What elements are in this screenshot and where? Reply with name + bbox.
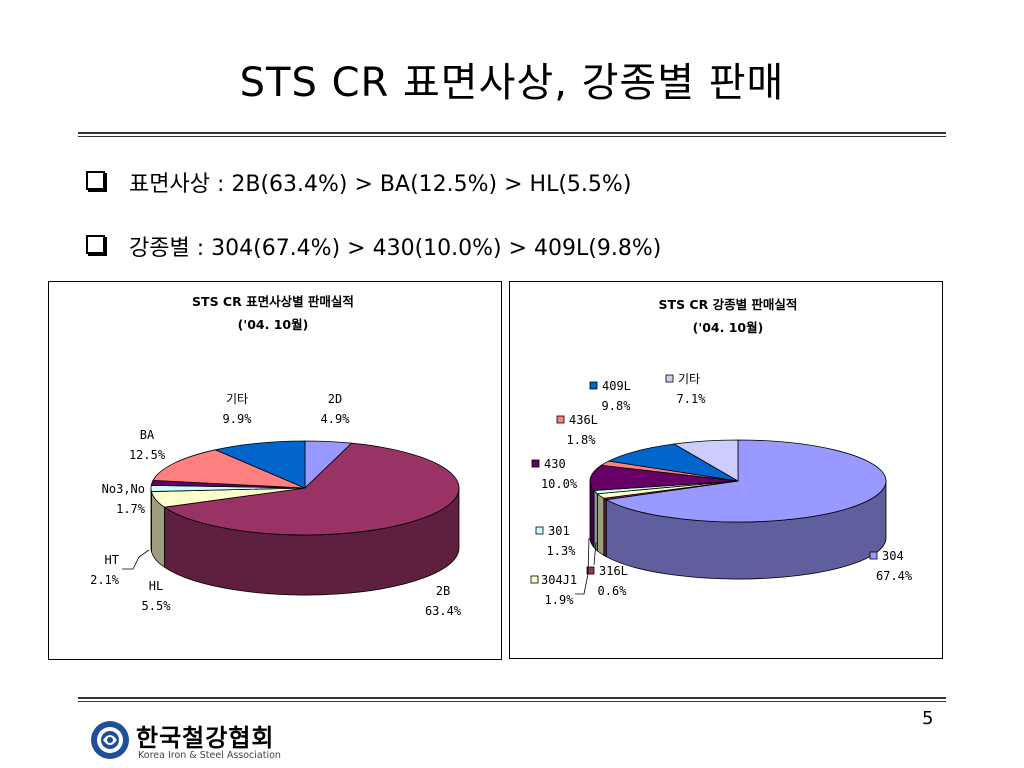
data-label: 436L xyxy=(569,413,598,427)
data-label: 67.4% xyxy=(876,569,913,583)
pie-slice-409L xyxy=(607,443,739,482)
pie-slice-기타 xyxy=(672,439,739,482)
data-label: 0.6% xyxy=(598,584,628,598)
page-number: 5 xyxy=(922,708,934,729)
chart-title: STS CR 표면사상별 판매실적 xyxy=(192,294,354,309)
data-label: 63.4% xyxy=(425,604,462,618)
logo-name-english: Korea Iron & Steel Association xyxy=(138,750,281,761)
data-label: 5.5% xyxy=(142,599,172,613)
data-label: 409L xyxy=(602,379,631,393)
bullet-surface-finish: 표면사상 : 2B(63.4%) > BA(12.5%) > HL(5.5%) xyxy=(86,170,631,200)
association-logo-icon xyxy=(91,721,129,759)
data-label: 304 xyxy=(882,549,904,563)
legend-key-icon xyxy=(531,459,540,468)
data-label: 2D xyxy=(328,392,342,406)
legend-key-icon xyxy=(535,526,544,535)
steel-grade-chart: STS CR 강종별 판매실적 ('04. 10월) 304 67.4% 316L 0… xyxy=(509,281,943,659)
data-label: 4.9% xyxy=(321,412,351,426)
bullet-steel-grade-text: 강종별 : 304(67.4%) > 430(10.0%) > 409L(9.8… xyxy=(129,236,662,261)
data-label: 9.8% xyxy=(602,399,632,413)
bullet-steel-grade: 강종별 : 304(67.4%) > 430(10.0%) > 409L(9.8… xyxy=(86,234,661,264)
bullet-surface-finish-text: 표면사상 : 2B(63.4%) > BA(12.5%) > HL(5.5%) xyxy=(129,172,632,197)
data-label: HL xyxy=(149,579,163,593)
steel-grade-pie-svg: STS CR 강종별 판매실적 ('04. 10월) 304 67.4% 316L 0… xyxy=(530,297,913,607)
pie-slice-2B xyxy=(163,442,460,536)
logo-name-korean: 한국철강협회 xyxy=(136,724,275,752)
data-label: 9.9% xyxy=(223,412,253,426)
data-label: 1.9% xyxy=(545,593,575,607)
data-label: 1.3% xyxy=(547,544,577,558)
leader-line xyxy=(122,549,150,570)
data-label: 기타 xyxy=(678,372,700,386)
pie-side-304J1 xyxy=(596,492,605,557)
data-label: 2.1% xyxy=(90,573,120,587)
slide-title: STS CR 표면사상, 강종별 판매 xyxy=(239,60,785,106)
data-label: 316L xyxy=(599,564,628,578)
data-label: HT xyxy=(105,553,119,567)
checkbox-bullet-icon xyxy=(86,235,105,254)
data-label: 301 xyxy=(548,524,570,538)
leader-line xyxy=(593,541,597,566)
chart-subtitle: ('04. 10월) xyxy=(238,317,309,332)
legend-key-icon xyxy=(665,374,674,383)
surface-finish-chart: STS CR 표면사상별 판매실적 ('04. 10월) 2D 4.9% 2B 63.… xyxy=(48,281,502,660)
data-label: 7.1% xyxy=(677,392,707,406)
pie-slice-430 xyxy=(589,464,739,491)
data-label: 430 xyxy=(544,457,566,471)
data-label: 12.5% xyxy=(129,448,166,462)
data-label: 1.8% xyxy=(567,433,597,447)
pie-slice-BA xyxy=(152,449,306,489)
data-label: 기타 xyxy=(226,392,248,406)
data-label: BA xyxy=(140,428,155,442)
title-divider xyxy=(78,132,946,137)
leader-line xyxy=(575,537,590,595)
surface-finish-pie-svg: STS CR 표면사상별 판매실적 ('04. 10월) 2D 4.9% 2B 63.… xyxy=(90,294,462,618)
data-label: 304J1 xyxy=(541,573,577,587)
association-logo: 한국철강협회 Korea Iron & Steel Association xyxy=(90,716,320,764)
pie-slice-기타 xyxy=(213,440,306,489)
checkbox-bullet-icon xyxy=(86,171,105,190)
chart-subtitle: ('04. 10월) xyxy=(693,320,764,335)
data-label: 2B xyxy=(436,584,450,598)
chart-title: STS CR 강종별 판매실적 xyxy=(659,297,798,312)
legend-key-icon xyxy=(556,415,565,424)
pie-slice-304 xyxy=(605,439,887,523)
pie-side-301 xyxy=(593,489,598,552)
pie-side-430 xyxy=(589,480,595,549)
data-label: 10.0% xyxy=(541,477,578,491)
legend-key-icon xyxy=(586,566,595,575)
data-label: No3,No xyxy=(102,482,145,496)
data-label: 1.7% xyxy=(116,502,146,516)
legend-key-icon xyxy=(589,381,598,390)
legend-key-icon xyxy=(869,551,878,560)
legend-key-icon xyxy=(530,575,539,584)
footer-divider xyxy=(78,697,946,702)
